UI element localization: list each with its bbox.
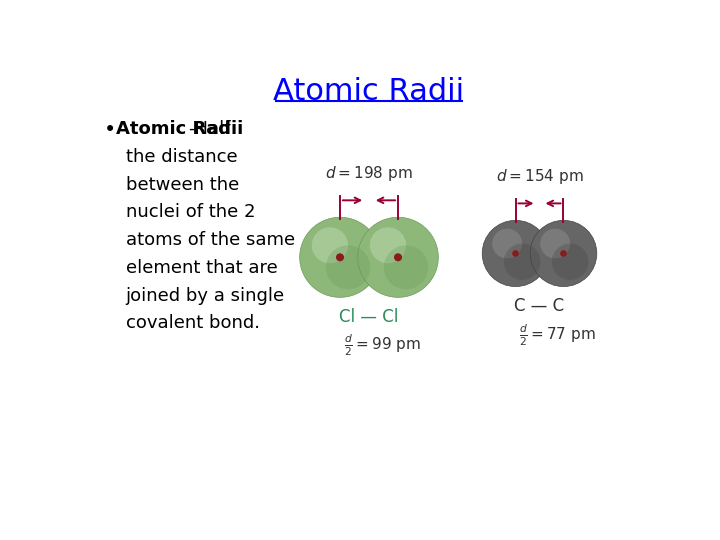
Circle shape	[326, 245, 370, 289]
Text: Atomic Radii: Atomic Radii	[117, 120, 243, 138]
Text: between the: between the	[126, 176, 239, 194]
Text: $\frac{d}{2} = 77\ \mathrm{pm}$: $\frac{d}{2} = 77\ \mathrm{pm}$	[519, 322, 596, 348]
Circle shape	[552, 244, 588, 280]
Circle shape	[394, 253, 402, 261]
Circle shape	[384, 245, 428, 289]
Text: $d = 198\ \mathrm{pm}$: $d = 198\ \mathrm{pm}$	[325, 164, 413, 184]
Circle shape	[358, 217, 438, 298]
Text: $\frac{d}{2} = 99\ \mathrm{pm}$: $\frac{d}{2} = 99\ \mathrm{pm}$	[344, 333, 421, 359]
Circle shape	[312, 227, 348, 264]
Circle shape	[540, 228, 570, 259]
Circle shape	[504, 244, 541, 280]
Circle shape	[530, 220, 597, 287]
Text: •: •	[104, 120, 116, 140]
Text: $d = 154\ \mathrm{pm}$: $d = 154\ \mathrm{pm}$	[495, 167, 583, 186]
Text: covalent bond.: covalent bond.	[126, 314, 260, 332]
Text: atoms of the same: atoms of the same	[126, 231, 294, 249]
Text: Cl — Cl: Cl — Cl	[339, 308, 399, 326]
Text: element that are: element that are	[126, 259, 277, 277]
Circle shape	[370, 227, 406, 264]
Text: C — C: C — C	[514, 298, 564, 315]
Circle shape	[336, 253, 344, 261]
Text: Atomic Radii: Atomic Radii	[274, 77, 464, 106]
Circle shape	[492, 228, 522, 259]
Text: nuclei of the 2: nuclei of the 2	[126, 204, 255, 221]
Text: the distance: the distance	[126, 148, 238, 166]
Circle shape	[300, 217, 380, 298]
Circle shape	[560, 250, 567, 256]
Circle shape	[482, 220, 549, 287]
Text: -Half: -Half	[189, 120, 231, 138]
Text: joined by a single: joined by a single	[126, 287, 285, 305]
Circle shape	[512, 250, 519, 256]
